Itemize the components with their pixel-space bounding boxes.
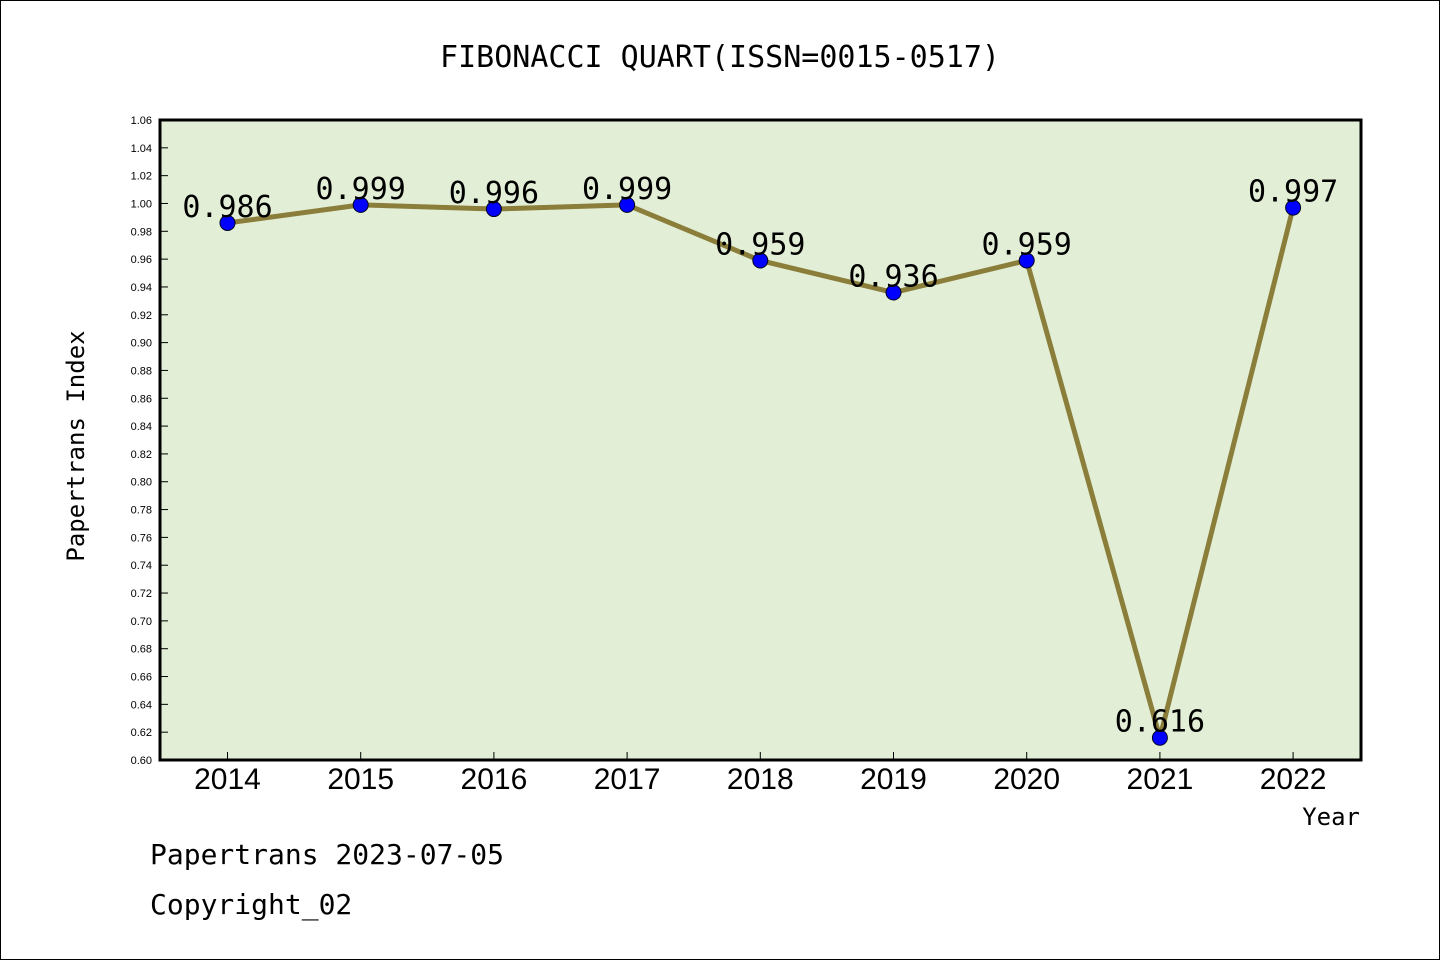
data-label: 0.986 — [182, 190, 272, 225]
data-point — [619, 196, 636, 213]
data-point — [219, 214, 236, 231]
data-label: 0.936 — [848, 260, 938, 295]
y-tick-label: 1.06 — [131, 115, 152, 127]
x-tick-label: 2017 — [594, 763, 661, 796]
x-axis: 2014 2015 2016 2017 2018 2019 2020 2021 2022 — [194, 752, 1326, 796]
y-axis-label: Papertrans Index — [62, 330, 90, 561]
y-tick-label: 0.62 — [131, 727, 152, 739]
y-tick-label: 0.66 — [131, 672, 152, 684]
data-point — [485, 201, 502, 218]
footer-date: Papertrans 2023-07-05 — [150, 838, 504, 871]
data-point — [752, 252, 769, 269]
data-label: 0.999 — [316, 172, 406, 207]
chart-title: FIBONACCI QUART(ISSN=0015-0517) — [440, 40, 1000, 75]
data-label: 0.959 — [982, 228, 1072, 263]
y-tick-label: 0.80 — [131, 477, 152, 489]
x-axis-label: Year — [1302, 803, 1360, 831]
data-label: 0.616 — [1115, 705, 1205, 740]
y-tick-label: 0.82 — [131, 449, 152, 461]
y-tick-label: 0.94 — [131, 282, 152, 294]
y-tick-label: 0.88 — [131, 365, 152, 377]
y-tick-label: 1.04 — [131, 143, 152, 155]
y-tick-label: 0.96 — [131, 254, 152, 266]
y-tick-label: 0.72 — [131, 588, 152, 600]
y-tick-label: 0.60 — [131, 755, 152, 767]
data-label: 0.999 — [582, 172, 672, 207]
data-point — [1285, 199, 1302, 216]
x-tick-label: 2014 — [194, 763, 261, 796]
x-tick-label: 2019 — [860, 763, 927, 796]
data-point — [885, 284, 902, 301]
x-tick-label: 2020 — [993, 763, 1060, 796]
y-tick-label: 0.68 — [131, 644, 152, 656]
y-tick-label: 1.00 — [131, 198, 152, 210]
x-tick-label: 2015 — [327, 763, 394, 796]
data-label: 0.959 — [715, 228, 805, 263]
y-tick-label: 0.64 — [131, 699, 152, 711]
y-tick-label: 0.92 — [131, 310, 152, 322]
x-tick-label: 2018 — [727, 763, 794, 796]
x-tick-label: 2022 — [1260, 763, 1327, 796]
x-tick-label: 2016 — [461, 763, 528, 796]
y-tick-label: 0.86 — [131, 393, 152, 405]
data-point — [1151, 729, 1168, 746]
data-point — [352, 196, 369, 213]
y-tick-label: 0.78 — [131, 505, 152, 517]
data-label: 0.997 — [1248, 175, 1338, 210]
series-papertrans-index: 0.986 0.999 0.996 0.999 0.959 0.936 0.959 0.616… — [182, 172, 1338, 746]
footer-copyright: Copyright_02 — [150, 888, 352, 922]
plot-area — [158, 118, 1363, 762]
y-tick-label: 0.76 — [131, 532, 152, 544]
data-label: 0.996 — [449, 176, 539, 211]
y-tick-label: 0.70 — [131, 616, 152, 628]
y-tick-label: 0.98 — [131, 226, 152, 238]
data-point — [1018, 252, 1035, 269]
x-tick-label: 2021 — [1127, 763, 1194, 796]
y-tick-label: 0.84 — [131, 421, 152, 433]
y-axis: 0.60 0.62 0.64 0.66 0.68 0.70 0.72 0.74 0.76 0.78… — [131, 115, 168, 767]
y-tick-label: 1.02 — [131, 171, 152, 183]
y-tick-label: 0.74 — [131, 560, 152, 572]
y-tick-label: 0.90 — [131, 338, 152, 350]
